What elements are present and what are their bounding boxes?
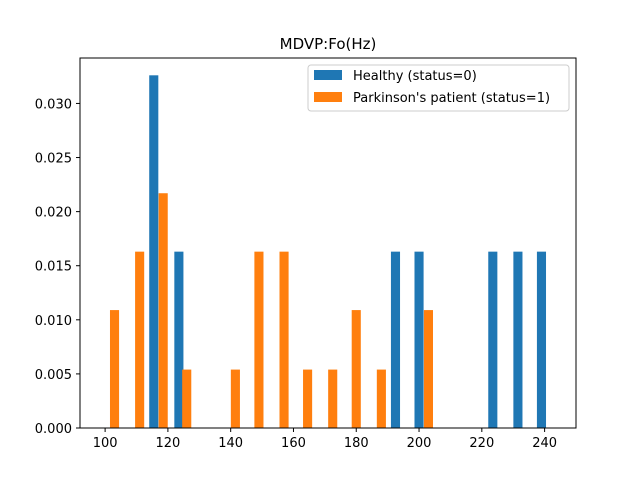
x-axis-ticks: 100 120 140 160 180 200 220 240	[93, 428, 557, 451]
bar-series-1-6	[279, 251, 289, 428]
legend-swatch-healthy	[314, 70, 342, 80]
x-tick-label: 120	[155, 436, 180, 451]
y-tick-label: 0.015	[35, 260, 72, 275]
y-tick-label: 0.005	[35, 368, 72, 383]
bar-series-0-2	[390, 251, 401, 428]
bar-series-1-11	[423, 310, 433, 428]
bar-series-1-0	[109, 310, 120, 428]
bar-series-0-4	[488, 251, 498, 428]
bar-series-0-3	[414, 251, 424, 428]
legend: Healthy (status=0) Parkinson's patient (…	[307, 64, 570, 112]
y-tick-label: 0.025	[35, 152, 72, 167]
x-tick-label: 160	[281, 436, 306, 451]
y-tick-label: 0.000	[35, 422, 72, 437]
bar-series-1-7	[303, 369, 313, 428]
bar-series-0-5	[513, 251, 523, 428]
y-axis-ticks: 0.000 0.005 0.010 0.015 0.020 0.025 0.030	[35, 97, 80, 437]
legend-box	[307, 64, 570, 112]
legend-label-healthy: Healthy (status=0)	[353, 69, 477, 84]
legend-label-parkinsons: Parkinson's patient (status=1)	[353, 91, 550, 106]
x-tick-label: 100	[93, 436, 118, 451]
bar-series-0-6	[536, 251, 547, 428]
y-tick-label: 0.010	[35, 314, 72, 329]
bar-series-1-4	[230, 369, 240, 428]
bar-series-1-3	[182, 369, 192, 428]
bar-series-1-1	[135, 251, 145, 428]
x-tick-label: 200	[407, 436, 432, 451]
bar-series-1-5	[254, 251, 264, 428]
bar-series-1-10	[376, 369, 386, 428]
y-tick-label: 0.020	[35, 206, 72, 221]
plot-frame	[79, 57, 577, 429]
x-tick-label: 140	[218, 436, 243, 451]
chart-title: MDVP:Fo(Hz)	[280, 35, 377, 53]
legend-swatch-parkinsons	[314, 92, 342, 102]
bar-series-1-2	[158, 193, 168, 428]
x-tick-label: 220	[469, 436, 494, 451]
bar-series-1-8	[328, 369, 338, 428]
bar-series-0-0	[149, 75, 159, 428]
bars-group	[109, 75, 547, 428]
x-tick-label: 180	[344, 436, 369, 451]
x-tick-label: 240	[532, 436, 557, 451]
y-tick-label: 0.030	[35, 97, 72, 112]
bar-series-1-9	[351, 310, 361, 428]
bar-series-0-1	[174, 251, 184, 428]
